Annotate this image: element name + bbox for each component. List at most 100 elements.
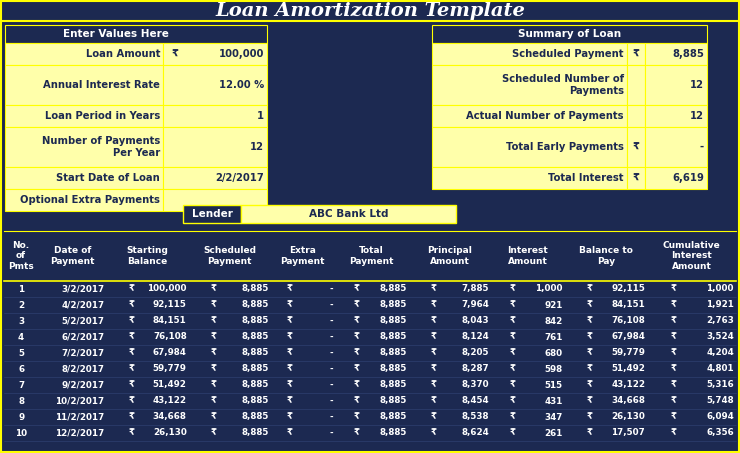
FancyBboxPatch shape bbox=[334, 377, 408, 393]
Text: 51,492: 51,492 bbox=[611, 365, 645, 374]
Text: 10/2/2017: 10/2/2017 bbox=[56, 396, 104, 405]
Text: 5,316: 5,316 bbox=[706, 381, 734, 390]
FancyBboxPatch shape bbox=[5, 105, 163, 127]
Text: 8,885: 8,885 bbox=[380, 284, 407, 294]
Text: 8,885: 8,885 bbox=[241, 284, 269, 294]
Text: ₹: ₹ bbox=[587, 284, 593, 294]
Text: ₹: ₹ bbox=[431, 396, 437, 405]
FancyBboxPatch shape bbox=[4, 231, 736, 281]
Text: 7,964: 7,964 bbox=[461, 300, 489, 309]
Text: 8,885: 8,885 bbox=[241, 317, 269, 326]
Text: 8,454: 8,454 bbox=[461, 396, 489, 405]
Text: 7/2/2017: 7/2/2017 bbox=[61, 348, 104, 357]
Text: Scheduled Payment: Scheduled Payment bbox=[513, 49, 624, 59]
Text: 8,885: 8,885 bbox=[380, 333, 407, 342]
FancyBboxPatch shape bbox=[491, 345, 565, 361]
Text: 3,524: 3,524 bbox=[706, 333, 734, 342]
FancyBboxPatch shape bbox=[189, 409, 271, 425]
FancyBboxPatch shape bbox=[4, 231, 38, 281]
FancyBboxPatch shape bbox=[627, 105, 645, 127]
FancyBboxPatch shape bbox=[163, 65, 267, 105]
Text: 1,921: 1,921 bbox=[706, 300, 734, 309]
Text: ₹: ₹ bbox=[354, 396, 360, 405]
Text: Extra
Payment: Extra Payment bbox=[280, 246, 325, 266]
Text: ₹: ₹ bbox=[287, 381, 293, 390]
FancyBboxPatch shape bbox=[647, 329, 736, 345]
Text: 9: 9 bbox=[18, 413, 24, 421]
FancyBboxPatch shape bbox=[189, 281, 271, 297]
Text: 5,748: 5,748 bbox=[707, 396, 734, 405]
FancyBboxPatch shape bbox=[5, 189, 163, 211]
Text: Start Date of Loan: Start Date of Loan bbox=[56, 173, 160, 183]
FancyBboxPatch shape bbox=[408, 297, 491, 313]
FancyBboxPatch shape bbox=[38, 393, 107, 409]
FancyBboxPatch shape bbox=[107, 377, 189, 393]
FancyBboxPatch shape bbox=[565, 393, 647, 409]
FancyBboxPatch shape bbox=[408, 313, 491, 329]
Text: ₹: ₹ bbox=[510, 365, 517, 374]
Text: 26,130: 26,130 bbox=[611, 413, 645, 421]
FancyBboxPatch shape bbox=[271, 425, 334, 441]
FancyBboxPatch shape bbox=[565, 281, 647, 297]
FancyBboxPatch shape bbox=[271, 409, 334, 425]
Text: 10: 10 bbox=[15, 429, 27, 438]
Text: 2,763: 2,763 bbox=[706, 317, 734, 326]
Text: 12: 12 bbox=[690, 80, 704, 90]
Text: ₹: ₹ bbox=[587, 333, 593, 342]
FancyBboxPatch shape bbox=[432, 105, 627, 127]
Text: 8/2/2017: 8/2/2017 bbox=[61, 365, 104, 374]
Text: 76,108: 76,108 bbox=[153, 333, 186, 342]
Text: ₹: ₹ bbox=[670, 333, 677, 342]
Text: 92,115: 92,115 bbox=[611, 284, 645, 294]
Text: ₹: ₹ bbox=[431, 413, 437, 421]
Text: 6,619: 6,619 bbox=[672, 173, 704, 183]
FancyBboxPatch shape bbox=[647, 345, 736, 361]
FancyBboxPatch shape bbox=[491, 377, 565, 393]
FancyBboxPatch shape bbox=[163, 189, 267, 211]
FancyBboxPatch shape bbox=[189, 377, 271, 393]
Text: 921: 921 bbox=[545, 300, 563, 309]
FancyBboxPatch shape bbox=[189, 361, 271, 377]
Text: ₹: ₹ bbox=[510, 333, 517, 342]
Text: ₹: ₹ bbox=[128, 284, 134, 294]
Text: ₹: ₹ bbox=[587, 413, 593, 421]
FancyBboxPatch shape bbox=[183, 205, 241, 223]
Text: Cumulative
Interest
Amount: Cumulative Interest Amount bbox=[662, 241, 721, 271]
Text: Lender: Lender bbox=[192, 209, 232, 219]
Text: -: - bbox=[329, 300, 333, 309]
Text: 8,885: 8,885 bbox=[380, 317, 407, 326]
FancyBboxPatch shape bbox=[271, 297, 334, 313]
FancyBboxPatch shape bbox=[645, 127, 707, 167]
FancyBboxPatch shape bbox=[189, 393, 271, 409]
Text: 92,115: 92,115 bbox=[153, 300, 186, 309]
FancyBboxPatch shape bbox=[491, 409, 565, 425]
FancyBboxPatch shape bbox=[189, 231, 271, 281]
Text: Summary of Loan: Summary of Loan bbox=[518, 29, 621, 39]
Text: ₹: ₹ bbox=[587, 348, 593, 357]
Text: 12/2/2017: 12/2/2017 bbox=[56, 429, 104, 438]
Text: ₹: ₹ bbox=[587, 429, 593, 438]
Text: 431: 431 bbox=[545, 396, 563, 405]
FancyBboxPatch shape bbox=[491, 425, 565, 441]
Text: 8,885: 8,885 bbox=[241, 348, 269, 357]
FancyBboxPatch shape bbox=[0, 0, 740, 21]
Text: 1,000: 1,000 bbox=[536, 284, 563, 294]
FancyBboxPatch shape bbox=[334, 425, 408, 441]
Text: ₹: ₹ bbox=[287, 429, 293, 438]
Text: ₹: ₹ bbox=[287, 317, 293, 326]
Text: 8,885: 8,885 bbox=[241, 413, 269, 421]
Text: Balance to
Pay: Balance to Pay bbox=[579, 246, 633, 266]
Text: 8: 8 bbox=[18, 396, 24, 405]
FancyBboxPatch shape bbox=[271, 377, 334, 393]
FancyBboxPatch shape bbox=[627, 167, 645, 189]
Text: 6,356: 6,356 bbox=[706, 429, 734, 438]
Text: 43,122: 43,122 bbox=[152, 396, 186, 405]
Text: Principal
Amount: Principal Amount bbox=[428, 246, 472, 266]
Text: 8,885: 8,885 bbox=[380, 348, 407, 357]
Text: ₹: ₹ bbox=[431, 381, 437, 390]
FancyBboxPatch shape bbox=[645, 43, 707, 65]
FancyBboxPatch shape bbox=[565, 377, 647, 393]
Text: ₹: ₹ bbox=[510, 429, 517, 438]
FancyBboxPatch shape bbox=[334, 345, 408, 361]
Text: 34,668: 34,668 bbox=[611, 396, 645, 405]
